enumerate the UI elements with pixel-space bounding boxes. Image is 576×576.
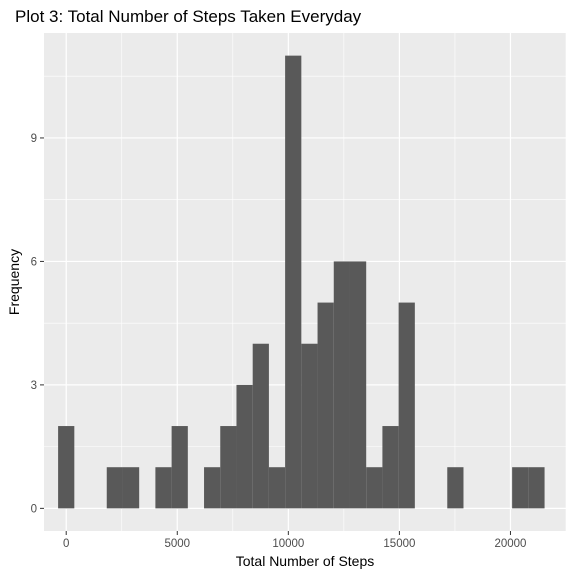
histogram-bar bbox=[236, 384, 253, 509]
histogram-bar bbox=[268, 467, 286, 509]
histogram-bar bbox=[106, 467, 123, 509]
histogram-bar bbox=[528, 467, 545, 509]
y-tick-label: 3 bbox=[31, 380, 37, 392]
histogram-bar bbox=[171, 426, 188, 509]
histogram-bar bbox=[349, 261, 367, 509]
x-tick-label: 10000 bbox=[272, 538, 304, 550]
histogram-bar bbox=[382, 426, 399, 509]
y-tick-label: 6 bbox=[31, 256, 37, 268]
y-axis-ticks: 0 3 6 9 bbox=[31, 133, 44, 515]
y-axis-label: Frequency bbox=[6, 249, 22, 315]
histogram-bar bbox=[398, 302, 415, 509]
histogram-bar bbox=[366, 467, 383, 509]
x-tick-label: 20000 bbox=[494, 538, 526, 550]
chart-title: Plot 3: Total Number of Steps Taken Ever… bbox=[15, 7, 362, 26]
y-tick-label: 0 bbox=[31, 503, 37, 515]
histogram-bar bbox=[252, 343, 269, 509]
x-tick-label: 0 bbox=[63, 538, 69, 550]
histogram-bars bbox=[58, 55, 545, 509]
histogram-bar bbox=[155, 467, 172, 509]
histogram-bar bbox=[333, 261, 350, 509]
histogram-bar bbox=[447, 467, 464, 509]
histogram-bar bbox=[317, 302, 334, 509]
histogram-bar bbox=[58, 426, 75, 509]
y-tick-label: 9 bbox=[31, 133, 37, 145]
histogram-bar bbox=[285, 55, 302, 509]
histogram-bar bbox=[220, 426, 237, 509]
x-tick-label: 15000 bbox=[383, 538, 415, 550]
x-tick-label: 5000 bbox=[164, 538, 190, 550]
x-axis-label: Total Number of Steps bbox=[236, 553, 375, 569]
histogram-bar bbox=[301, 343, 318, 509]
histogram-bar bbox=[204, 467, 221, 509]
histogram-bar bbox=[122, 467, 140, 509]
histogram-bar bbox=[512, 467, 529, 509]
x-axis-ticks: 0 5000 10000 15000 20000 bbox=[63, 531, 526, 550]
